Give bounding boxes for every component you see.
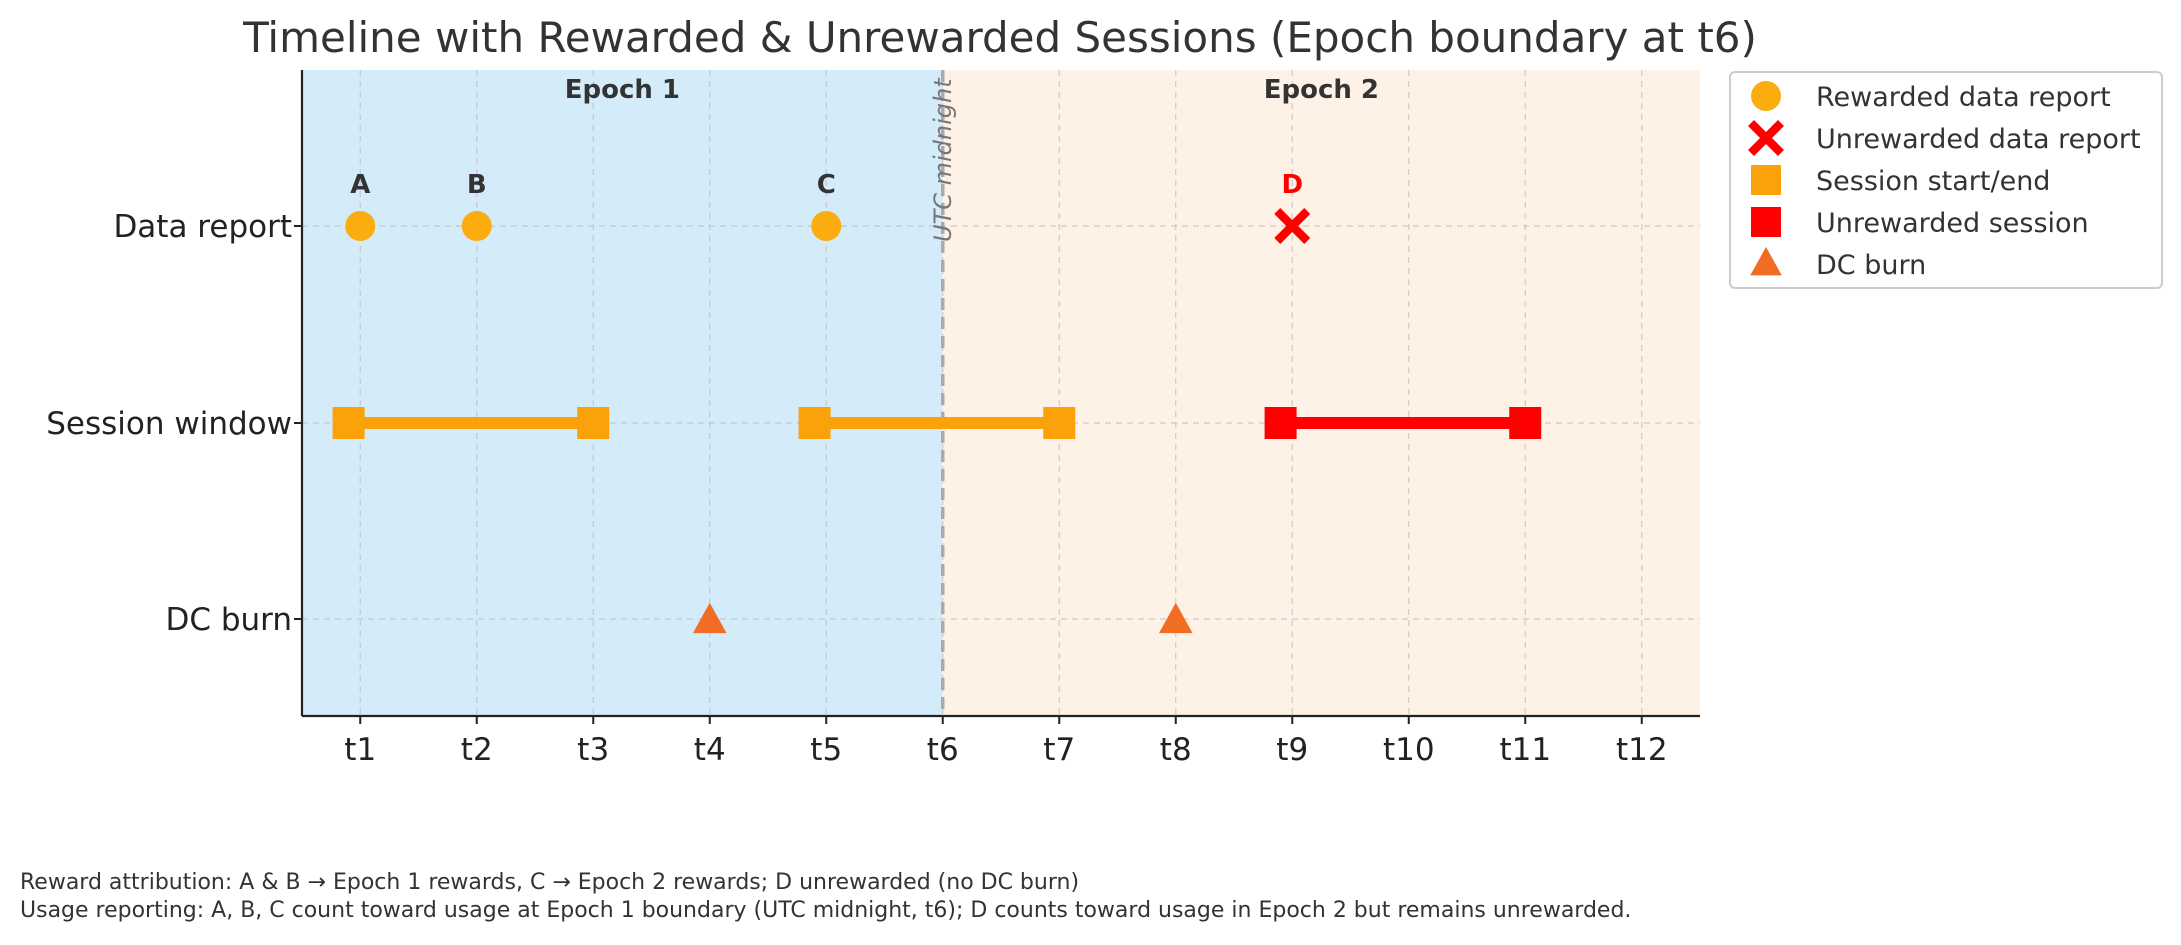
rewarded-data-report-point [345,211,376,241]
epoch-region-1 [302,70,943,716]
session-start-end-marker [798,407,831,439]
footnote-line: Usage reporting: A, B, C count toward us… [20,898,1631,923]
legend-marker-rewarded-data-report [1751,81,1781,111]
y-tick-label: Data report [113,209,292,245]
unrewarded-data-report-point [1274,208,1311,244]
legend-entry: Session start/end [1816,166,2050,197]
chart-title: Timeline with Rewarded & Unrewarded Sess… [242,13,1757,62]
epoch-label-2: Epoch 2 [1264,75,1379,105]
rewarded-data-report-point [811,211,842,241]
session-start-end-marker [1043,407,1076,439]
legend-marker-session-start-end [1751,165,1781,195]
point-label-B: B [467,170,487,200]
unrewarded-session-marker [1264,407,1297,439]
unrewarded-session-marker [1509,407,1542,439]
legend-marker-unrewarded-session [1751,207,1781,237]
legend-box [1729,71,2163,289]
x-tick-label: t7 [1043,732,1075,768]
dc-burn-point [1158,602,1193,634]
y-tick-label: DC burn [165,602,292,638]
legend-marker-unrewarded-data-report [1748,120,1784,156]
x-tick-label: t9 [1276,732,1308,768]
y-tick-label: Session window [46,406,292,442]
x-tick-label: t1 [344,732,376,768]
x-tick-label: t6 [927,732,959,768]
session-start-end-marker [332,407,365,439]
x-tick-label: t12 [1616,732,1668,768]
x-tick-label: t2 [461,732,493,768]
x-tick-label: t8 [1160,732,1192,768]
x-tick-label: t10 [1383,732,1435,768]
legend-entry: Unrewarded session [1816,208,2089,239]
unrewarded-data-report-point-stroke [1274,208,1311,244]
x-tick-label: t3 [577,732,609,768]
legend-entry: DC burn [1816,250,1926,281]
session-start-end-marker [577,407,610,439]
x-tick-label: t4 [694,732,726,768]
epoch-region-2 [942,70,1700,716]
legend-entry: Unrewarded data report [1816,124,2141,155]
vline-label: UTC midnight [929,77,957,242]
dc-burn-point [692,602,727,634]
x-tick-label: t11 [1499,732,1551,768]
point-label-A: A [350,170,370,200]
point-label-C: C [817,170,836,200]
legend-marker-dc-burn [1750,246,1782,276]
footnote-line: Reward attribution: A & B → Epoch 1 rewa… [20,870,1079,895]
rewarded-data-report-point [461,211,492,241]
point-label-D: D [1281,170,1303,200]
x-tick-label: t5 [810,732,842,768]
legend-marker-unrewarded-data-report-stroke [1748,120,1784,156]
legend-entry: Rewarded data report [1816,82,2111,113]
epoch-label-1: Epoch 1 [565,75,680,105]
